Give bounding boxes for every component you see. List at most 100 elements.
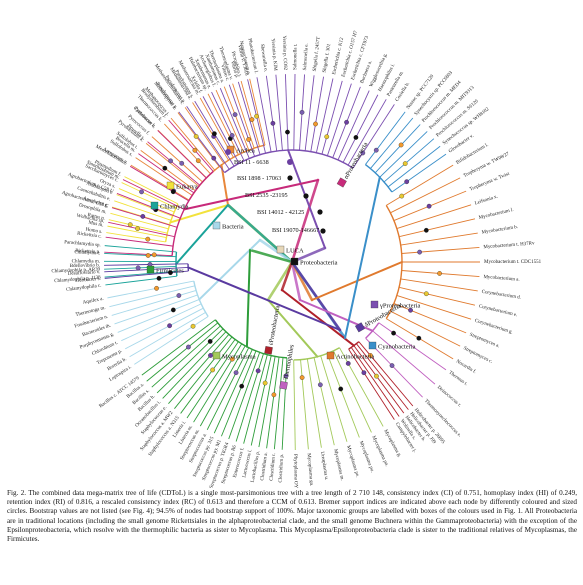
trunk-branch [290, 260, 342, 332]
leaf-branch [140, 150, 196, 192]
trunk-branch [280, 260, 294, 292]
leaf-branch [116, 192, 181, 219]
bsi-node-marker [404, 179, 410, 185]
group-label: εProteobacteria [264, 305, 281, 355]
leaf-branch [390, 310, 461, 347]
group-color-box [279, 381, 288, 390]
bsi-node-marker [271, 392, 277, 398]
leaf-branch [326, 353, 360, 438]
taxon-label: Corynebacterium d. [481, 290, 521, 301]
bsi-node-marker [246, 137, 251, 142]
taxon-label: Chlamydophila c. [66, 284, 102, 293]
clade-arc [171, 170, 214, 256]
leaf-branch [265, 75, 278, 152]
leaf-branch [110, 212, 169, 230]
leaf-branch [124, 176, 179, 205]
leaf-branch [114, 294, 198, 325]
group-label: Chlamydia [150, 201, 189, 211]
taxon-label: Salmonella t. [293, 44, 298, 70]
leaf-branch [107, 280, 194, 299]
leaf-branch [365, 111, 406, 165]
leaf-branch [284, 74, 289, 151]
group-color-box [212, 351, 221, 360]
bsi-node-marker [229, 133, 235, 138]
group-color-box [290, 257, 299, 266]
leaf-branch [393, 303, 467, 334]
leaf-branch [145, 143, 200, 187]
bsi-node-marker [285, 129, 290, 135]
leaf-branch [186, 341, 239, 419]
group-name: LUCA [286, 248, 304, 255]
leaf-branch [398, 286, 476, 306]
leaf-branch [108, 221, 175, 238]
bsi-node-marker [168, 270, 173, 275]
taxon-label: Corynebacterium e. [478, 304, 518, 318]
bsi-node-marker [151, 252, 157, 258]
taxon-label: Thermus t. [447, 371, 468, 388]
leaf-branch [104, 253, 177, 258]
bsi-node-marker [299, 375, 305, 380]
taxon-label: Photobacterium l. [246, 38, 258, 74]
leaf-branch [105, 275, 177, 286]
leaf-branch [170, 117, 216, 171]
leaf-branch [347, 99, 387, 166]
bsi-node-marker [195, 158, 201, 164]
leaf-branch [211, 91, 245, 161]
group-name: Firmicutes [156, 268, 184, 275]
trunk-branch [290, 260, 302, 302]
leaf-branch [300, 359, 309, 450]
bsi-node-marker [391, 330, 396, 336]
taxon-label: Phytoplasma OY [292, 454, 298, 488]
leaf-branch [281, 357, 288, 450]
leaf-branch [320, 355, 348, 442]
bsi-node-marker [345, 361, 351, 366]
bsi-node-marker [211, 155, 217, 161]
tree-nodes [127, 109, 442, 398]
group-label: γProteobacteria [370, 300, 421, 310]
bsi-legend-marker [317, 209, 323, 215]
taxon-label: Mycobacterium b. [481, 225, 518, 236]
clade-arc [193, 280, 209, 317]
bsi-node-marker [389, 363, 395, 368]
group-color-box [326, 351, 335, 360]
bsi-node-marker [170, 307, 176, 313]
group-color-box [146, 265, 155, 274]
leaf-branch [109, 285, 195, 308]
leaf-branch [199, 345, 246, 427]
leaf-branch [117, 299, 200, 333]
leaf-branch [387, 145, 441, 188]
leaf-branch [104, 270, 189, 279]
leaf-branch [273, 357, 284, 450]
taxon-label: Chlamydophila p. AR39 [51, 267, 100, 274]
clade-stem [220, 163, 229, 206]
taxon-label: Mycoplasma g. [382, 429, 401, 458]
leaf-branch [339, 347, 384, 427]
bsi-legend-marker [320, 228, 326, 234]
bsi-legend-label: BSI 19070-146667 [272, 227, 319, 234]
leaf-branch [401, 247, 480, 254]
leaf-branch [104, 251, 173, 257]
taxon-label: Chlamydophila p. J138 [54, 276, 101, 285]
group-color-box [355, 322, 365, 333]
clade-stem [281, 289, 355, 347]
leaf-branch [121, 182, 177, 209]
leaf-branch [356, 343, 409, 410]
leaf-branch [313, 357, 335, 446]
leaf-branch [104, 245, 177, 253]
bsi-legend-marker [287, 175, 293, 181]
taxon-label: Vibrio p. [229, 60, 239, 78]
leaf-branch [141, 319, 216, 376]
leaf-branch [129, 311, 206, 358]
leaf-branch [379, 131, 428, 178]
leaf-branch [372, 330, 436, 385]
leaf-branch [157, 130, 207, 179]
taxon-label: Rickettsia c. [77, 231, 102, 239]
leaf-branch [370, 117, 414, 169]
leaf-branch [378, 322, 447, 371]
bsi-node-marker [353, 135, 359, 140]
leaf-branch [315, 78, 334, 153]
leaf-branch [174, 336, 233, 409]
bsi-node-marker [255, 368, 261, 374]
bsi-node-marker [437, 271, 442, 276]
bsi-node-marker [176, 293, 182, 298]
